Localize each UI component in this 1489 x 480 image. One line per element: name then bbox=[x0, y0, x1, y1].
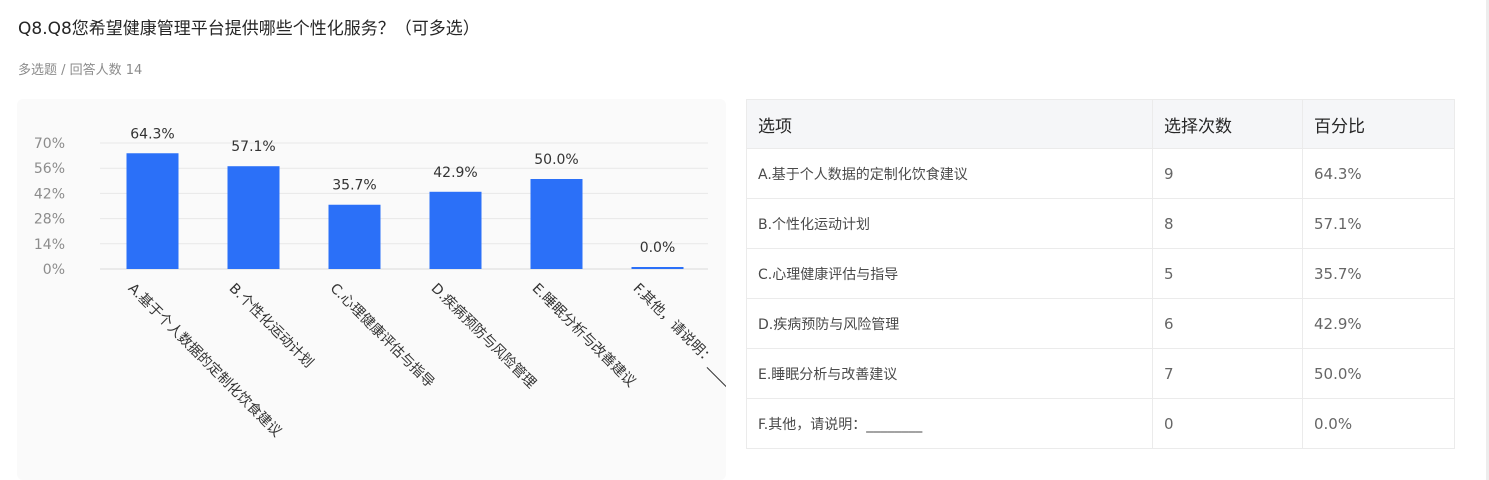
y-tick-label: 28% bbox=[34, 212, 65, 228]
row-count: 0 bbox=[1152, 398, 1303, 449]
row-option: F.其他，请说明：________ bbox=[746, 398, 1153, 449]
y-tick-label: 14% bbox=[34, 237, 65, 253]
data-label: 50.0% bbox=[534, 152, 578, 168]
x-tick-label: E.睡眠分析与改善建议 bbox=[529, 281, 639, 391]
bar bbox=[530, 179, 583, 269]
row-percent: 64.3% bbox=[1302, 148, 1455, 199]
bar bbox=[631, 267, 684, 269]
row-percent: 42.9% bbox=[1302, 298, 1455, 349]
header-option: 选项 bbox=[746, 99, 1153, 149]
y-tick-label: 0% bbox=[43, 262, 65, 278]
bar bbox=[227, 166, 280, 269]
table-header-row: 选项 选择次数 百分比 bbox=[746, 99, 1455, 149]
data-label: 57.1% bbox=[231, 139, 275, 155]
x-tick-label: C.心理健康评估与指导 bbox=[327, 280, 438, 391]
data-label: 42.9% bbox=[433, 165, 477, 181]
row-option: C.心理健康评估与指导 bbox=[746, 248, 1153, 299]
table-row: F.其他，请说明：________ 0 0.0% bbox=[746, 398, 1455, 449]
row-count: 6 bbox=[1152, 298, 1303, 349]
table-row: A.基于个人数据的定制化饮食建议 9 64.3% bbox=[746, 148, 1455, 199]
x-tick-label: F.其他，请说明：________ bbox=[630, 281, 726, 409]
row-option: E.睡眠分析与改善建议 bbox=[746, 348, 1153, 399]
data-label: 35.7% bbox=[332, 178, 376, 194]
y-tick-label: 56% bbox=[34, 161, 65, 177]
data-label: 64.3% bbox=[130, 126, 174, 142]
header-percent: 百分比 bbox=[1302, 99, 1455, 149]
row-option: D.疾病预防与风险管理 bbox=[746, 298, 1153, 349]
row-count: 5 bbox=[1152, 248, 1303, 299]
results-table: 选项 选择次数 百分比 A.基于个人数据的定制化饮食建议 9 64.3% B.个… bbox=[746, 99, 1455, 449]
bar bbox=[328, 204, 381, 269]
y-tick-label: 70% bbox=[34, 136, 65, 152]
table-row: E.睡眠分析与改善建议 7 50.0% bbox=[746, 348, 1455, 399]
bar-chart: 0%14%28%42%56%70%64.3%A.基于个人数据的定制化饮食建议57… bbox=[34, 126, 726, 440]
table-row: D.疾病预防与风险管理 6 42.9% bbox=[746, 298, 1455, 349]
question-title: Q8.Q8您希望健康管理平台提供哪些个性化服务？（可多选） bbox=[18, 19, 480, 39]
bar bbox=[126, 153, 179, 269]
x-tick-label: D.疾病预防与风险管理 bbox=[428, 281, 539, 392]
row-option: A.基于个人数据的定制化饮食建议 bbox=[746, 148, 1153, 199]
row-option: B.个性化运动计划 bbox=[746, 198, 1153, 249]
scrollbar-track[interactable] bbox=[1486, 0, 1489, 480]
row-percent: 57.1% bbox=[1302, 198, 1455, 249]
bar-chart-panel: 0% 14% 28% 42% 56% 70% 64.3% A.基于个人数据的定制化饮食建议 57… bbox=[17, 99, 726, 480]
row-count: 7 bbox=[1152, 348, 1303, 399]
row-count: 9 bbox=[1152, 148, 1303, 199]
table-row: C.心理健康评估与指导 5 35.7% bbox=[746, 248, 1455, 299]
row-percent: 35.7% bbox=[1302, 248, 1455, 299]
question-meta: 多选题 / 回答人数 14 bbox=[18, 63, 143, 78]
row-percent: 0.0% bbox=[1302, 398, 1455, 449]
bar bbox=[429, 191, 482, 269]
data-label: 0.0% bbox=[640, 240, 676, 256]
table-row: B.个性化运动计划 8 57.1% bbox=[746, 198, 1455, 249]
x-tick-label: B.个性化运动计划 bbox=[226, 281, 317, 372]
row-count: 8 bbox=[1152, 198, 1303, 249]
row-percent: 50.0% bbox=[1302, 348, 1455, 399]
y-tick-label: 42% bbox=[34, 186, 65, 202]
header-count: 选择次数 bbox=[1152, 99, 1303, 149]
